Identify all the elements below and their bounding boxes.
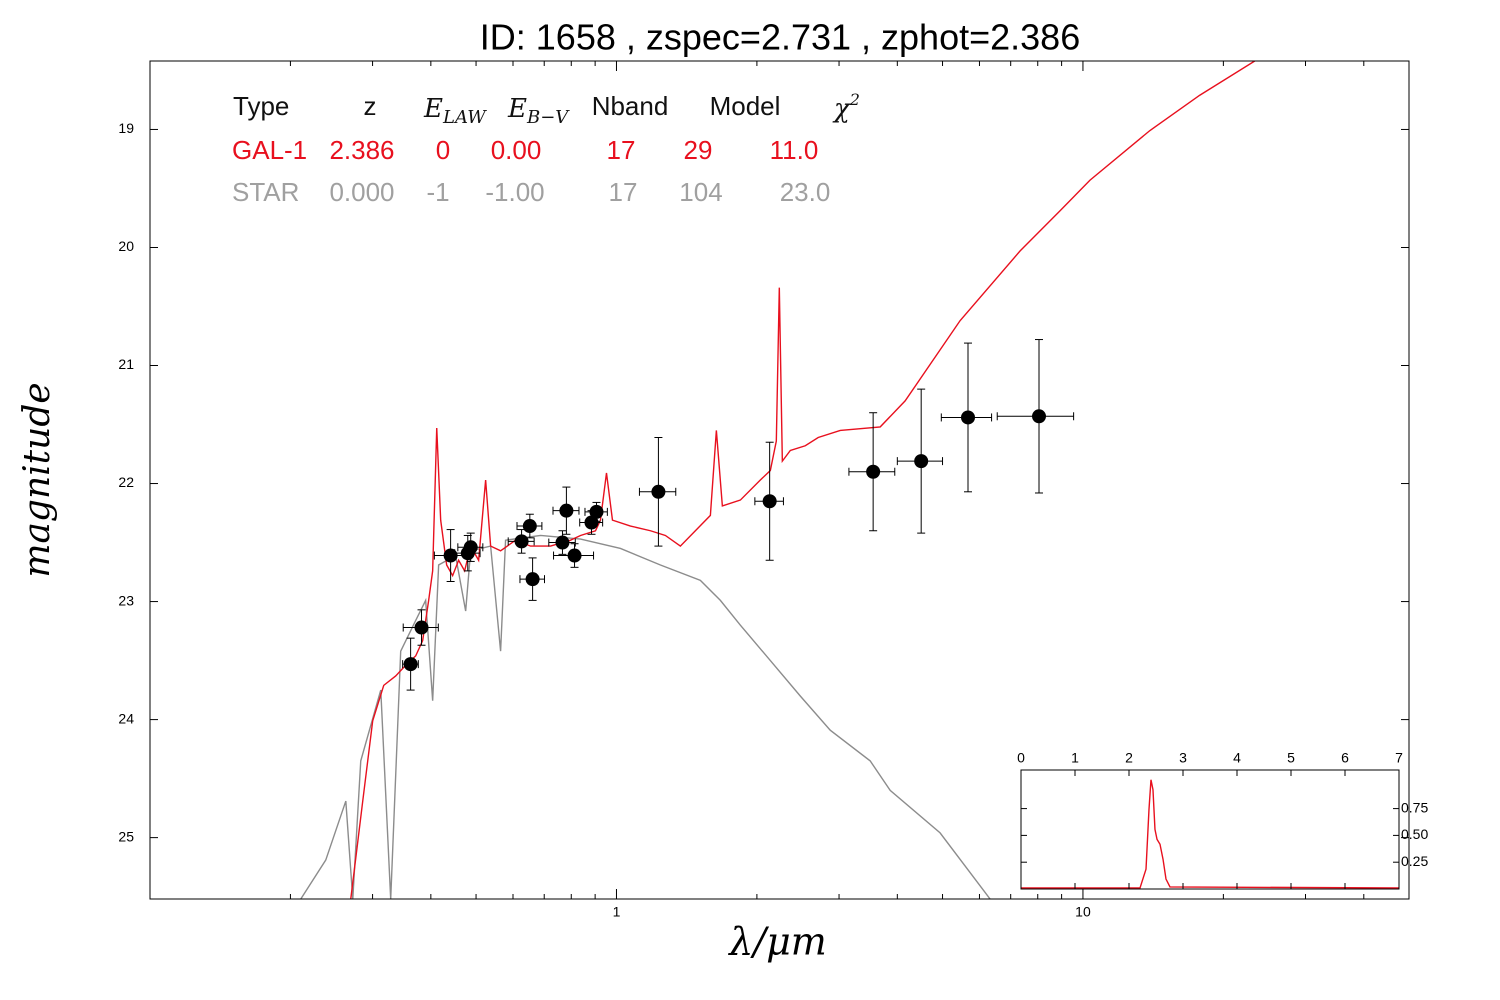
table-cell: 2.386 <box>329 135 394 165</box>
model-line <box>300 534 991 899</box>
header-base: E <box>423 94 443 124</box>
y-tick-label: 21 <box>118 356 134 372</box>
table-header: χ2 <box>832 90 860 125</box>
table-cell: 23.0 <box>780 177 831 207</box>
data-point <box>651 484 666 499</box>
data-point <box>555 535 570 550</box>
header-base: χ <box>832 94 852 124</box>
y-tick-label: 20 <box>118 238 134 254</box>
y-tick-label: 19 <box>118 120 134 136</box>
header-subscript: LAW <box>442 107 487 128</box>
inset-y-tick-label: 0.25 <box>1401 853 1428 869</box>
y-tick-label: 22 <box>118 474 134 490</box>
data-point <box>522 519 537 534</box>
data-point <box>525 572 540 587</box>
plot-frame <box>149 60 1410 900</box>
table-cell: -1.00 <box>485 177 544 207</box>
inset-x-tick-label: 7 <box>1395 750 1403 766</box>
table-header: Type <box>233 91 289 121</box>
table-cell: 17 <box>607 135 636 165</box>
y-axis-label: magnitude <box>17 382 58 577</box>
data-point <box>403 657 418 672</box>
y-tick-label: 24 <box>118 710 134 726</box>
x-axis-label: λ/μm <box>727 920 827 964</box>
inset-x-tick-label: 3 <box>1179 750 1187 766</box>
table-cell: -1 <box>426 177 449 207</box>
data-point <box>1032 409 1047 424</box>
inset-x-tick-label: 2 <box>1125 750 1133 766</box>
inset-y-tick-label: 0.50 <box>1401 826 1428 842</box>
pdf-line <box>1021 779 1399 889</box>
table-cell: 0.000 <box>329 177 394 207</box>
inset-x-tick-label: 4 <box>1233 750 1241 766</box>
table-cell: 0.00 <box>491 135 542 165</box>
table-cell: GAL-1 <box>232 135 307 165</box>
model-line <box>350 61 1256 899</box>
table-cell: 104 <box>679 177 722 207</box>
inset-x-tick-label: 5 <box>1287 750 1295 766</box>
data-point <box>567 548 582 563</box>
inset: 0 1 2 3 4 5 6 7 0.25 0.50 0.75 <box>1017 750 1428 890</box>
inset-x-tick-label: 0 <box>1017 750 1025 766</box>
data-point <box>443 548 458 563</box>
table-header: EB−V <box>507 94 570 128</box>
x-tick-label: 10 <box>1075 904 1091 920</box>
data-point <box>866 464 881 479</box>
inset-x-tick-label: 6 <box>1341 750 1349 766</box>
header-superscript: 2 <box>849 90 860 109</box>
header-base: E <box>507 94 527 124</box>
inset-x-tick-label: 1 <box>1071 750 1079 766</box>
table-cell: 0 <box>436 135 450 165</box>
table-cell: 11.0 <box>770 135 819 165</box>
table-header: Model <box>710 91 781 121</box>
inset-background <box>1021 770 1399 889</box>
table-header: ELAW <box>423 94 487 128</box>
table-cell: 29 <box>684 135 713 165</box>
data-point <box>514 534 529 549</box>
data-point <box>589 504 604 519</box>
data-point <box>914 454 929 469</box>
table-cell: STAR <box>232 177 299 207</box>
y-tick-label: 25 <box>118 828 134 844</box>
x-tick-label: 1 <box>613 904 621 920</box>
inset-plot <box>1021 779 1399 889</box>
data-point <box>463 540 478 555</box>
data-point <box>762 494 777 509</box>
inset-y-tick-label: 0.75 <box>1401 799 1428 815</box>
y-tick-label: 23 <box>118 592 134 608</box>
table-header: z <box>364 91 377 121</box>
plot-area <box>300 61 1256 899</box>
data-point <box>961 410 976 425</box>
table-cell: 17 <box>609 177 638 207</box>
data-point <box>559 503 574 518</box>
data-point <box>414 620 429 635</box>
chart-title: ID: 1658 , zspec=2.731 , zphot=2.386 <box>480 17 1080 58</box>
data-point <box>584 515 599 530</box>
header-subscript: B−V <box>526 107 570 128</box>
inset-frame <box>1020 769 1400 890</box>
table-header: Nband <box>592 91 669 121</box>
